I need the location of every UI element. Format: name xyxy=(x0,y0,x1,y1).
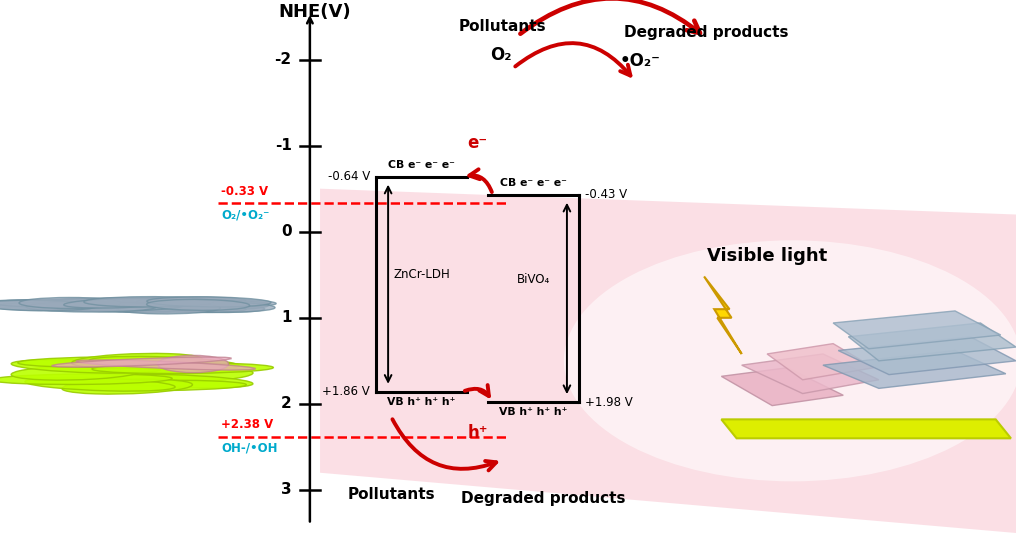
Ellipse shape xyxy=(89,357,239,370)
Text: BiVO₄: BiVO₄ xyxy=(517,272,550,286)
Ellipse shape xyxy=(123,297,215,305)
Ellipse shape xyxy=(564,240,1016,481)
Ellipse shape xyxy=(26,302,156,312)
Text: e⁻: e⁻ xyxy=(467,134,488,152)
Text: +1.86 V: +1.86 V xyxy=(322,385,370,398)
Ellipse shape xyxy=(65,380,246,391)
Text: Visible light: Visible light xyxy=(707,247,827,265)
Polygon shape xyxy=(823,351,1006,389)
Polygon shape xyxy=(742,354,879,393)
Text: -0.33 V: -0.33 V xyxy=(221,185,268,198)
Ellipse shape xyxy=(42,298,140,308)
Ellipse shape xyxy=(84,297,213,307)
Text: Degraded products: Degraded products xyxy=(461,491,626,506)
Text: 3: 3 xyxy=(281,482,292,497)
Ellipse shape xyxy=(74,302,195,312)
Text: ZnCr-LDH: ZnCr-LDH xyxy=(393,268,450,281)
Ellipse shape xyxy=(52,357,232,367)
Ellipse shape xyxy=(136,297,246,306)
Text: O₂/•O₂⁻: O₂/•O₂⁻ xyxy=(221,208,270,222)
Ellipse shape xyxy=(92,363,273,374)
Ellipse shape xyxy=(157,356,229,373)
Text: OH-/•OH: OH-/•OH xyxy=(221,442,278,455)
Ellipse shape xyxy=(123,367,253,382)
Ellipse shape xyxy=(62,379,192,394)
Text: Pollutants: Pollutants xyxy=(347,487,435,502)
Ellipse shape xyxy=(118,303,220,314)
Polygon shape xyxy=(704,277,742,354)
Text: h⁺: h⁺ xyxy=(467,424,488,442)
Text: •O₂⁻: •O₂⁻ xyxy=(620,52,660,70)
Polygon shape xyxy=(767,344,874,380)
Ellipse shape xyxy=(76,360,255,370)
Ellipse shape xyxy=(0,302,106,311)
Ellipse shape xyxy=(25,377,175,391)
Polygon shape xyxy=(721,419,1011,438)
Text: 1: 1 xyxy=(281,310,292,325)
Ellipse shape xyxy=(0,300,106,308)
Text: O₂: O₂ xyxy=(490,46,512,64)
Polygon shape xyxy=(838,337,1016,375)
Polygon shape xyxy=(320,189,1016,533)
Text: -0.43 V: -0.43 V xyxy=(585,188,627,201)
Text: CB e⁻ e⁻ e⁻: CB e⁻ e⁻ e⁻ xyxy=(500,178,567,188)
Text: -0.64 V: -0.64 V xyxy=(327,170,370,183)
Polygon shape xyxy=(721,368,843,406)
Ellipse shape xyxy=(0,374,172,384)
Ellipse shape xyxy=(52,302,164,311)
Text: VB h⁺ h⁺ h⁺: VB h⁺ h⁺ h⁺ xyxy=(499,407,568,417)
Ellipse shape xyxy=(156,298,276,307)
Text: VB h⁺ h⁺ h⁺: VB h⁺ h⁺ h⁺ xyxy=(387,397,456,407)
Text: CB e⁻ e⁻ e⁻: CB e⁻ e⁻ e⁻ xyxy=(388,160,455,169)
Ellipse shape xyxy=(100,303,198,313)
Ellipse shape xyxy=(136,304,246,312)
Text: Degraded products: Degraded products xyxy=(624,25,788,39)
Ellipse shape xyxy=(24,303,116,311)
Text: Pollutants: Pollutants xyxy=(459,19,547,34)
Ellipse shape xyxy=(79,297,191,308)
Ellipse shape xyxy=(11,360,162,373)
Ellipse shape xyxy=(155,300,269,308)
Ellipse shape xyxy=(155,302,268,310)
Polygon shape xyxy=(833,311,1001,349)
Ellipse shape xyxy=(77,298,175,307)
Ellipse shape xyxy=(152,301,244,309)
Ellipse shape xyxy=(11,365,141,380)
Text: -1: -1 xyxy=(274,138,292,153)
Text: NHE(V): NHE(V) xyxy=(278,3,352,21)
Ellipse shape xyxy=(146,300,250,310)
Text: +1.98 V: +1.98 V xyxy=(585,395,633,409)
Ellipse shape xyxy=(48,298,168,308)
Ellipse shape xyxy=(153,303,265,312)
Text: -2: -2 xyxy=(274,52,292,67)
Ellipse shape xyxy=(67,302,185,311)
Ellipse shape xyxy=(72,353,202,368)
Ellipse shape xyxy=(157,302,275,312)
Ellipse shape xyxy=(0,300,96,309)
Text: 0: 0 xyxy=(281,224,292,239)
Ellipse shape xyxy=(69,302,169,311)
Ellipse shape xyxy=(18,357,199,367)
Text: 2: 2 xyxy=(280,397,292,411)
Polygon shape xyxy=(848,323,1016,361)
Ellipse shape xyxy=(64,298,174,308)
Text: +2.38 V: +2.38 V xyxy=(221,418,273,431)
Ellipse shape xyxy=(19,297,121,309)
Ellipse shape xyxy=(103,374,253,388)
Ellipse shape xyxy=(147,297,271,307)
Ellipse shape xyxy=(0,300,98,311)
